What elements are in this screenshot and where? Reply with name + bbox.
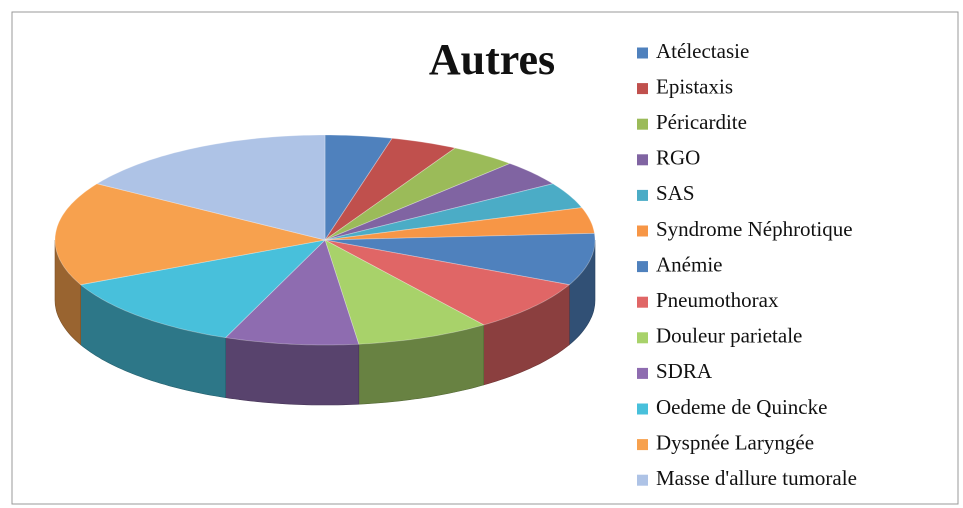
legend-label: SAS xyxy=(656,181,695,205)
legend-label: Masse d'allure tumorale xyxy=(656,466,857,490)
legend-label: Douleur parietale xyxy=(656,324,802,348)
slice xyxy=(324,207,595,241)
chart-title: Autres xyxy=(429,35,555,84)
slice xyxy=(224,239,360,346)
legend-swatch xyxy=(637,296,648,308)
slice-side xyxy=(54,239,81,346)
legend-swatch xyxy=(637,83,648,95)
legend-label: Oedeme de Quincke xyxy=(656,395,827,419)
legend-swatch xyxy=(637,154,648,166)
legend-label: Dyspnée Laryngée xyxy=(656,430,814,454)
legend-label: Anémie xyxy=(656,252,722,276)
slice xyxy=(324,239,485,345)
slice xyxy=(324,183,583,241)
legend-label: Pneumothorax xyxy=(656,288,779,312)
slice xyxy=(324,137,457,241)
legend-swatch xyxy=(637,439,648,451)
slice xyxy=(95,134,326,241)
slice xyxy=(324,163,555,241)
legend-label: Syndrome Néphrotique xyxy=(656,217,853,241)
legend-swatch xyxy=(637,225,648,237)
legend-label: SDRA xyxy=(656,359,713,383)
slice xyxy=(324,147,511,241)
slice-side xyxy=(225,337,360,406)
legend-swatch xyxy=(637,118,648,130)
legend-label: RGO xyxy=(656,146,700,170)
legend-swatch xyxy=(637,474,648,486)
slice xyxy=(79,239,327,339)
slice xyxy=(324,232,596,286)
legend-swatch xyxy=(637,403,648,415)
slice xyxy=(54,183,326,286)
legend-swatch xyxy=(637,189,648,201)
legend-swatch xyxy=(637,47,648,59)
legend-swatch xyxy=(637,367,648,379)
legend-label: Epistaxis xyxy=(656,74,733,98)
legend-swatch xyxy=(637,261,648,273)
legend-label: Atélectasie xyxy=(656,39,749,63)
legend-swatch xyxy=(637,332,648,344)
slice xyxy=(324,134,393,242)
slice xyxy=(324,239,571,326)
legend-label: Péricardite xyxy=(656,110,747,134)
chart-frame xyxy=(11,11,959,505)
